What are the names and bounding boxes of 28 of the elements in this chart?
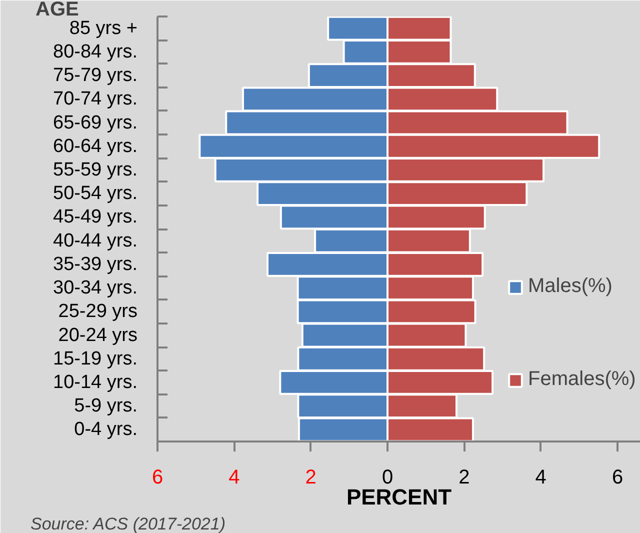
legend-label: Females(%) [528, 368, 636, 391]
x-tick-label: 6 [152, 466, 164, 488]
y-tick-label: 35-39 yrs. [53, 254, 138, 275]
y-axis-title: AGE [36, 0, 79, 20]
source-note: Source: ACS (2017-2021) [30, 514, 226, 533]
x-tick-label: 4 [228, 466, 240, 488]
y-tick-label: 60-64 yrs. [53, 136, 138, 157]
y-tick-label: 25-29 yrs [58, 301, 138, 322]
y-tick-label: 55-59 yrs. [53, 159, 138, 180]
y-tick-label: 10-14 yrs. [53, 372, 138, 393]
y-tick-label: 70-74 yrs. [53, 88, 138, 110]
y-tick-label: 15-19 yrs. [53, 348, 138, 370]
y-tick-label: 0-4 yrs. [74, 419, 138, 440]
y-tick-label: 65-69 yrs. [53, 112, 138, 134]
y-tick-label: 30-34 yrs. [53, 278, 138, 299]
y-tick-label: 20-24 yrs [58, 324, 138, 346]
y-tick-label: 80-84 yrs. [53, 41, 138, 62]
x-tick-label: 6 [612, 466, 624, 488]
y-tick-label: 40-44 yrs. [53, 230, 138, 252]
x-tick-label: 4 [535, 466, 546, 488]
y-tick-label: 85 yrs + [69, 18, 138, 39]
y-tick-label: 5-9 yrs. [74, 396, 138, 417]
y-tick-label: 45-49 yrs. [53, 206, 138, 228]
x-tick-label: 2 [458, 466, 470, 488]
x-tick-label: 2 [305, 466, 316, 488]
y-tick-label: 75-79 yrs. [53, 65, 138, 86]
y-tick-label: 50-54 yrs. [53, 183, 138, 204]
legend-label: Males(%) [528, 275, 612, 298]
